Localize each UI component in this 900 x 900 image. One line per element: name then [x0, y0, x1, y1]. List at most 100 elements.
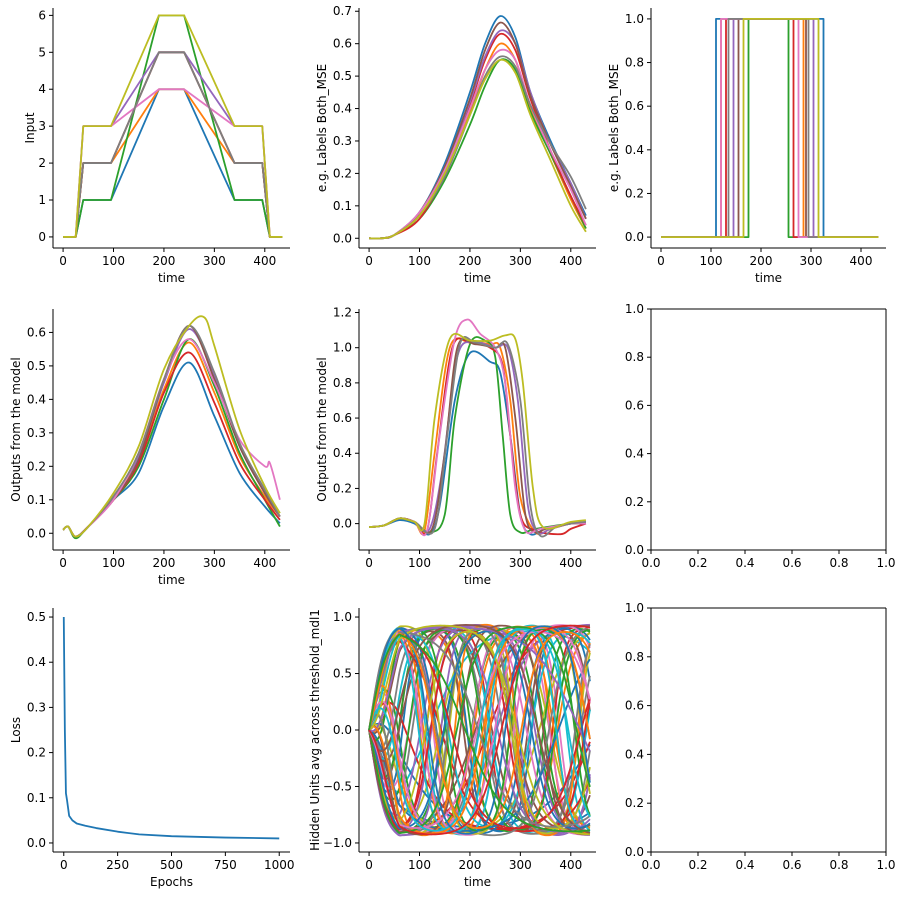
- x-tick-label: 0.0: [641, 858, 660, 872]
- x-tick-label: 200: [750, 254, 773, 268]
- y-axis-label: e.g. Labels Both_MSE: [607, 64, 621, 192]
- x-tick-label: 400: [850, 254, 873, 268]
- panel-hidden_units: 0 100 200 300 400 −1.0 −0.5 0.0 0.5 1.0 time Hidden…: [308, 608, 596, 889]
- x-axis-label: time: [158, 271, 185, 285]
- series-line: [368, 624, 591, 836]
- panel-outputs_step: 0 100 200 300 400 0.0 0.2 0.4 0.6 0.8 1.0 1.2 time Ou…: [315, 306, 596, 587]
- x-tick-label: 0.6: [782, 556, 801, 570]
- series-line: [368, 336, 587, 538]
- x-axis-label: Epochs: [150, 875, 193, 889]
- x-tick-label: 0.8: [829, 556, 848, 570]
- x-axis-label: time: [464, 875, 491, 889]
- panel-loss: 0 250 500 750 1000 0.0 0.1 0.2 0.3 0.4 0.5 Epochs Lo…: [9, 608, 295, 889]
- y-tick-label: 0.4: [27, 392, 46, 406]
- y-tick-label: 0.0: [625, 543, 644, 557]
- panel-outputs_smooth: 0 100 200 300 400 0.0 0.1 0.2 0.3 0.4 0.5 0.6 time Ou…: [9, 309, 290, 587]
- y-tick-label: 0.5: [333, 69, 352, 83]
- y-axis-label: Outputs from the model: [315, 357, 329, 501]
- series-line: [369, 21, 587, 240]
- x-tick-label: 400: [253, 254, 276, 268]
- x-tick-label: 200: [458, 254, 481, 268]
- y-tick-label: 5: [38, 45, 46, 59]
- y-tick-label: −0.5: [323, 779, 352, 793]
- plot-area: [368, 623, 591, 837]
- y-tick-label: 0.4: [333, 102, 352, 116]
- x-tick-label: 200: [152, 556, 175, 570]
- x-tick-label: 400: [559, 254, 582, 268]
- y-tick-label: 0.2: [333, 481, 352, 495]
- plot-area: [62, 617, 280, 840]
- y-tick-label: 1.0: [333, 341, 352, 355]
- x-tick-label: 300: [509, 254, 532, 268]
- y-tick-label: 0.0: [333, 723, 352, 737]
- series-line: [368, 337, 586, 536]
- y-tick-label: 1.0: [625, 601, 644, 615]
- x-tick-label: 0.4: [735, 556, 754, 570]
- plot-area: [62, 315, 281, 540]
- series-line: [368, 627, 591, 833]
- x-tick-label: 250: [106, 858, 129, 872]
- y-tick-label: 2: [38, 156, 46, 170]
- y-tick-label: −1.0: [323, 836, 352, 850]
- y-tick-label: 0.3: [27, 700, 46, 714]
- y-tick-label: 0.3: [333, 134, 352, 148]
- x-tick-label: 0.8: [829, 858, 848, 872]
- plot-area: [368, 318, 587, 538]
- series-line: [661, 18, 879, 238]
- y-tick-label: 0.0: [27, 836, 46, 850]
- plot-area: [369, 15, 587, 240]
- x-tick-label: 0.0: [641, 556, 660, 570]
- y-tick-label: 0.0: [625, 845, 644, 859]
- y-tick-label: 0.8: [625, 650, 644, 664]
- series-line: [368, 624, 591, 836]
- y-tick-label: 6: [38, 8, 46, 22]
- series-line: [661, 18, 879, 238]
- x-tick-label: 100: [408, 556, 431, 570]
- x-tick-label: 0: [60, 858, 68, 872]
- series-line: [661, 18, 879, 238]
- series-line: [368, 627, 591, 833]
- y-tick-label: 0.4: [333, 446, 352, 460]
- series-line: [368, 628, 591, 832]
- y-tick-label: 0.8: [625, 350, 644, 364]
- panel-labels_step: 0 100 200 300 400 0.0 0.2 0.4 0.6 0.8 1.0 time e.g. …: [607, 8, 886, 285]
- y-tick-label: 0.1: [333, 199, 352, 213]
- x-axis-label: time: [158, 573, 185, 587]
- x-tick-label: 0.6: [782, 858, 801, 872]
- series-line: [369, 15, 587, 240]
- y-tick-label: 0.2: [27, 746, 46, 760]
- y-tick-label: 0.2: [333, 166, 352, 180]
- series-line: [63, 51, 283, 238]
- x-tick-label: 0: [365, 858, 373, 872]
- y-tick-label: 0.6: [625, 398, 644, 412]
- x-tick-label: 400: [559, 858, 582, 872]
- series-line: [661, 18, 879, 238]
- panel-input: 0 100 200 300 400 0 1 2 3 4 5 6 time Input: [23, 8, 290, 285]
- x-tick-label: 200: [458, 556, 481, 570]
- series-line: [62, 617, 280, 840]
- series-line: [368, 337, 587, 536]
- x-axis-label: time: [464, 271, 491, 285]
- y-tick-label: 0.2: [625, 186, 644, 200]
- x-tick-label: 1000: [264, 858, 295, 872]
- x-tick-label: 500: [160, 858, 183, 872]
- y-tick-label: 0.0: [333, 517, 352, 531]
- series-line: [63, 51, 283, 238]
- y-tick-label: 0.3: [27, 426, 46, 440]
- y-axis-label: Loss: [9, 717, 23, 743]
- series-line: [369, 58, 587, 240]
- y-tick-label: 1.0: [625, 302, 644, 316]
- series-line: [62, 338, 281, 540]
- series-line: [368, 338, 586, 534]
- y-tick-label: 0.5: [333, 667, 352, 681]
- series-line: [368, 632, 591, 830]
- series-line: [63, 14, 283, 238]
- series-line: [368, 624, 591, 834]
- y-tick-label: 0.2: [625, 495, 644, 509]
- series-line: [368, 350, 587, 536]
- y-tick-label: 0.4: [625, 143, 644, 157]
- series-line: [661, 18, 879, 238]
- series-line: [63, 51, 283, 238]
- y-tick-label: 1.0: [333, 610, 352, 624]
